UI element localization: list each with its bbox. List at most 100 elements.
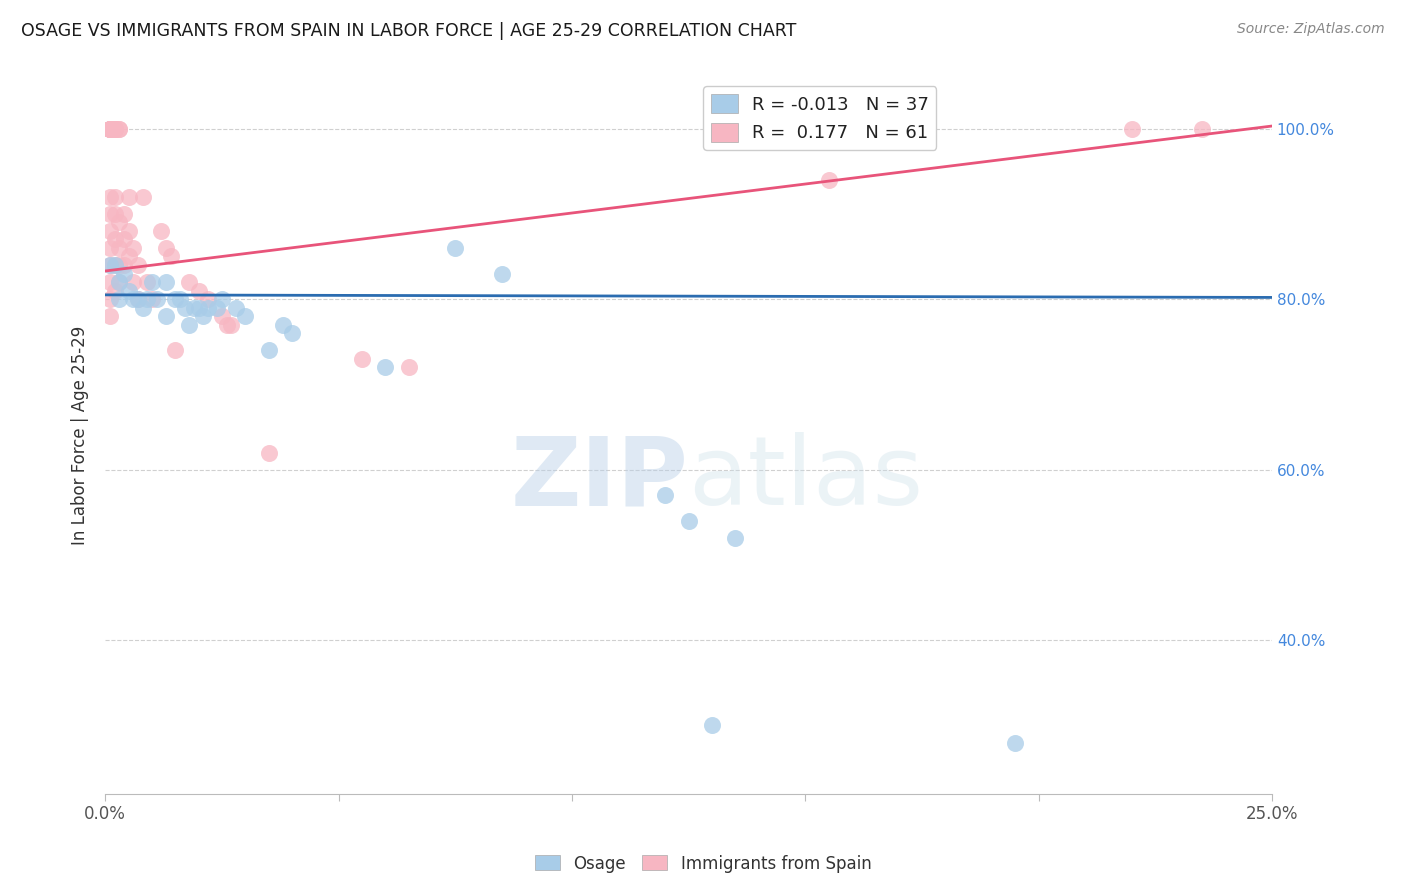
Point xyxy=(219,318,242,332)
Point xyxy=(155,309,177,323)
Y-axis label: In Labor Force | Age 25-29: In Labor Force | Age 25-29 xyxy=(72,326,89,545)
Point xyxy=(112,207,135,221)
Point xyxy=(127,292,149,306)
Point xyxy=(98,121,121,136)
Point xyxy=(108,121,131,136)
Point xyxy=(141,292,163,306)
Point xyxy=(141,275,163,289)
Text: Source: ZipAtlas.com: Source: ZipAtlas.com xyxy=(1237,22,1385,37)
Point xyxy=(131,190,153,204)
Point xyxy=(98,275,121,289)
Point xyxy=(98,309,121,323)
Point xyxy=(197,292,219,306)
Point xyxy=(122,241,145,255)
Point xyxy=(155,241,177,255)
Point xyxy=(103,121,125,136)
Point xyxy=(117,250,139,264)
Point xyxy=(108,121,131,136)
Point xyxy=(98,241,121,255)
Point xyxy=(678,514,700,528)
Point xyxy=(103,207,125,221)
Point xyxy=(117,190,139,204)
Point xyxy=(103,121,125,136)
Point xyxy=(1004,735,1026,749)
Point xyxy=(654,488,676,502)
Point xyxy=(197,301,219,315)
Point xyxy=(374,360,396,375)
Point xyxy=(136,275,159,289)
Point xyxy=(108,258,131,272)
Point xyxy=(257,343,280,358)
Point xyxy=(103,258,125,272)
Point xyxy=(159,250,181,264)
Point xyxy=(103,284,125,298)
Point xyxy=(98,121,121,136)
Point xyxy=(131,301,153,315)
Point xyxy=(165,343,187,358)
Point xyxy=(117,224,139,238)
Point xyxy=(127,258,149,272)
Point xyxy=(257,445,280,459)
Point xyxy=(108,275,131,289)
Point xyxy=(165,292,187,306)
Point xyxy=(350,351,373,366)
Point xyxy=(108,241,131,255)
Point xyxy=(98,258,121,272)
Point xyxy=(103,258,125,272)
Point xyxy=(98,224,121,238)
Point xyxy=(98,121,121,136)
Point xyxy=(211,309,233,323)
Point xyxy=(173,301,195,315)
Point xyxy=(98,121,121,136)
Point xyxy=(108,275,131,289)
Point xyxy=(112,232,135,246)
Legend: Osage, Immigrants from Spain: Osage, Immigrants from Spain xyxy=(529,848,877,880)
Point xyxy=(98,190,121,204)
Point xyxy=(281,326,304,341)
Point xyxy=(98,292,121,306)
Point xyxy=(108,215,131,229)
Point xyxy=(225,301,247,315)
Point xyxy=(817,173,839,187)
Point xyxy=(127,292,149,306)
Point xyxy=(145,292,167,306)
Point xyxy=(444,241,467,255)
Point xyxy=(187,284,209,298)
Point xyxy=(108,292,131,306)
Point xyxy=(724,531,747,545)
Point xyxy=(98,121,121,136)
Point xyxy=(98,121,121,136)
Legend: R = -0.013   N = 37, R =  0.177   N = 61: R = -0.013 N = 37, R = 0.177 N = 61 xyxy=(703,87,936,150)
Point xyxy=(98,121,121,136)
Point xyxy=(98,121,121,136)
Point xyxy=(122,292,145,306)
Point xyxy=(103,190,125,204)
Point xyxy=(150,224,173,238)
Point xyxy=(155,275,177,289)
Point xyxy=(271,318,294,332)
Point xyxy=(122,275,145,289)
Text: atlas: atlas xyxy=(689,432,924,525)
Point xyxy=(112,258,135,272)
Point xyxy=(700,718,723,732)
Point xyxy=(169,292,191,306)
Point xyxy=(491,267,513,281)
Point xyxy=(179,318,201,332)
Point xyxy=(1121,121,1143,136)
Point xyxy=(98,207,121,221)
Point xyxy=(112,267,135,281)
Point xyxy=(103,232,125,246)
Point xyxy=(205,301,228,315)
Point xyxy=(187,301,209,315)
Point xyxy=(215,318,238,332)
Point xyxy=(103,121,125,136)
Point xyxy=(98,121,121,136)
Point xyxy=(1191,121,1213,136)
Point xyxy=(211,292,233,306)
Point xyxy=(98,258,121,272)
Text: OSAGE VS IMMIGRANTS FROM SPAIN IN LABOR FORCE | AGE 25-29 CORRELATION CHART: OSAGE VS IMMIGRANTS FROM SPAIN IN LABOR … xyxy=(21,22,796,40)
Point xyxy=(193,309,215,323)
Point xyxy=(179,275,201,289)
Point xyxy=(183,301,205,315)
Point xyxy=(117,284,139,298)
